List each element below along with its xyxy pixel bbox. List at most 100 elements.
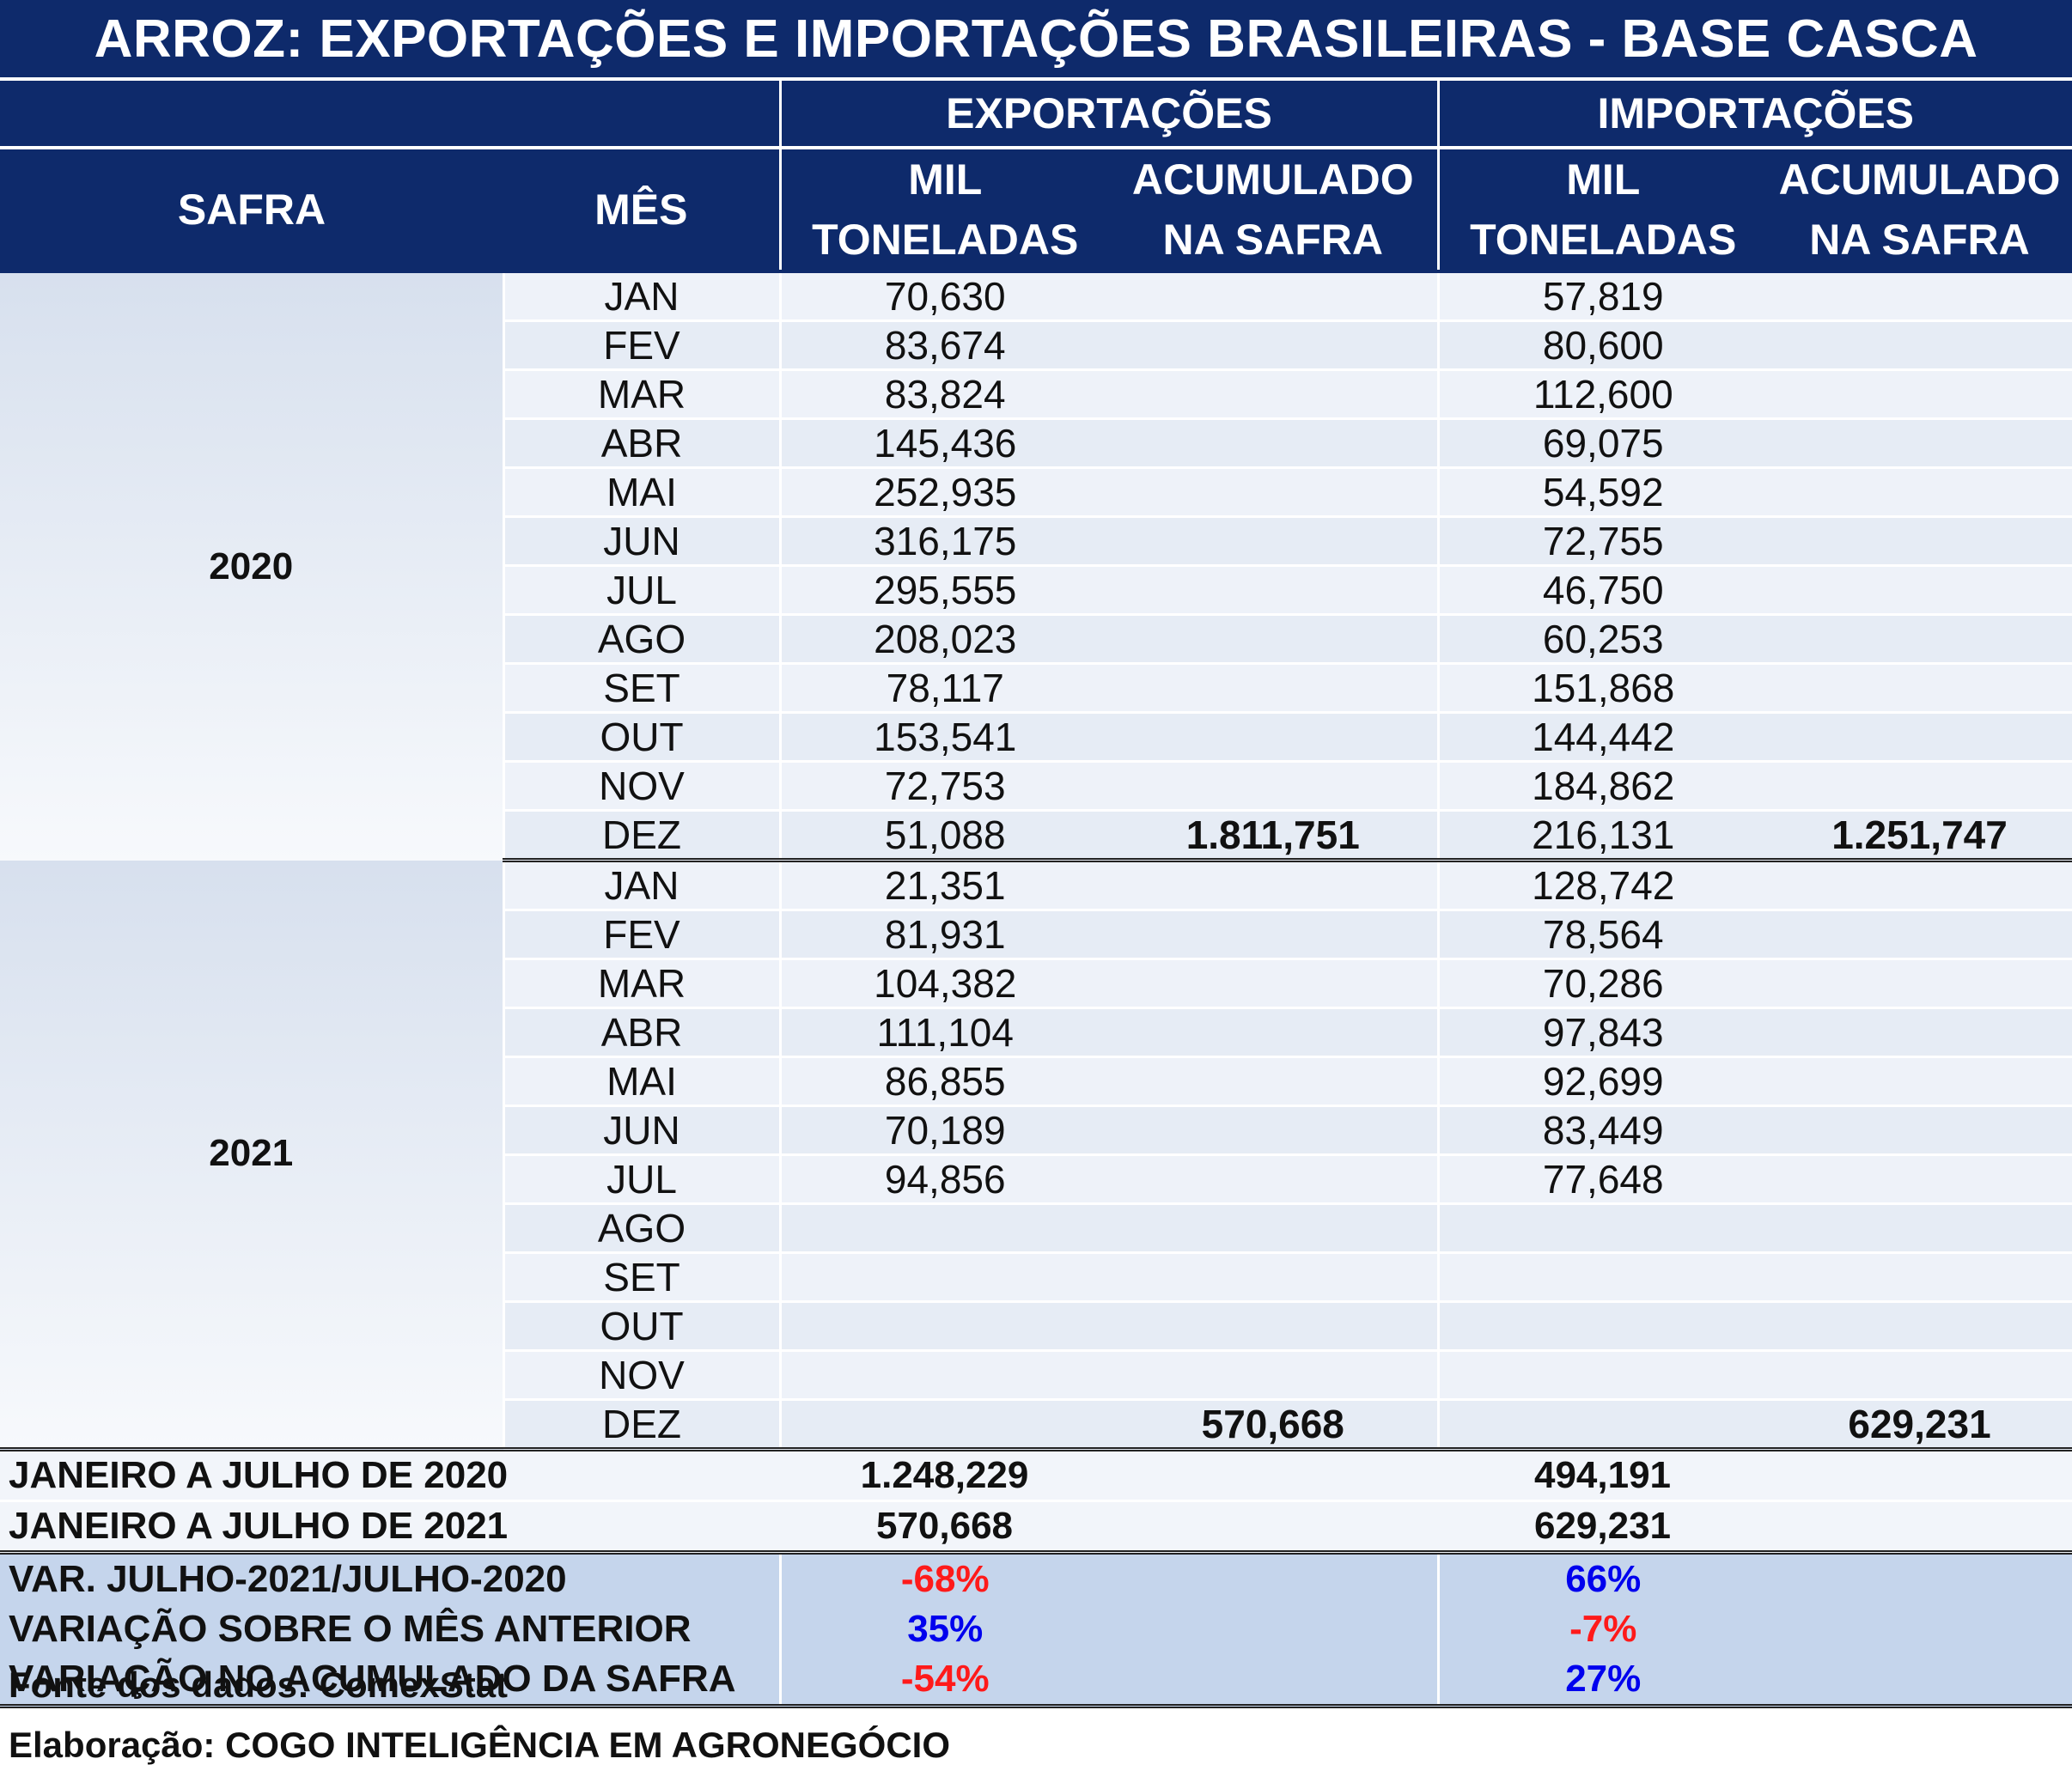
month-cell: JAN <box>503 860 782 911</box>
import-value <box>1436 1350 1767 1401</box>
variation-import-blank <box>1767 1552 2072 1604</box>
export-accumulated-empty <box>1109 516 1438 567</box>
import-accumulated-empty <box>1767 910 2072 960</box>
export-value: 81,931 <box>778 910 1109 960</box>
import-accumulated-empty <box>1767 1203 2072 1254</box>
month-cell: MAI <box>503 467 782 518</box>
export-value <box>778 1350 1109 1401</box>
table-row: OUT 153,541 144,442 <box>0 712 2072 763</box>
footer-elaboration: Elaboração: COGO INTELIGÊNCIA EM AGRONEG… <box>9 1725 950 1765</box>
import-value: 92,699 <box>1436 1056 1767 1107</box>
total-label: JANEIRO A JULHO DE 2020 <box>0 1447 780 1502</box>
month-cell: NOV <box>503 1350 782 1401</box>
import-accumulated-empty <box>1767 761 2072 812</box>
month-cell: MAR <box>503 369 782 420</box>
import-value: 151,868 <box>1436 663 1767 714</box>
month-cell: JUN <box>503 1105 782 1156</box>
header-exp-mil-toneladas: MIL TONELADAS <box>778 148 1109 273</box>
table-row: MAI 86,855 92,699 <box>0 1056 2072 1107</box>
variation-export: 35% <box>780 1604 1109 1654</box>
variation-import: 27% <box>1436 1654 1767 1708</box>
export-accumulated-empty <box>1109 1350 1438 1401</box>
rice-trade-table: ARROZ: EXPORTAÇÕES E IMPORTAÇÕES BRASILE… <box>0 0 2072 1708</box>
export-value: 83,674 <box>778 320 1109 371</box>
export-value: 252,935 <box>778 467 1109 518</box>
page-title: ARROZ: EXPORTAÇÕES E IMPORTAÇÕES BRASILE… <box>0 0 2072 81</box>
variation-label: VARIAÇÃO NO ACUMULADO DA SAFRA <box>0 1654 782 1708</box>
import-accumulated-empty <box>1767 320 2072 371</box>
table-row: AGO 208,023 60,253 <box>0 614 2072 665</box>
export-accumulated-empty <box>1109 614 1438 665</box>
header-importacoes: IMPORTAÇÕES <box>1436 79 2072 149</box>
import-accumulated-empty <box>1767 614 2072 665</box>
import-value <box>1436 1399 1767 1451</box>
import-value: 78,564 <box>1436 910 1767 960</box>
export-accumulated: 570,668 <box>1109 1399 1438 1451</box>
import-accumulated-empty <box>1767 860 2072 911</box>
month-cell: MAI <box>503 1056 782 1107</box>
import-accumulated-empty <box>1767 1154 2072 1205</box>
export-accumulated-empty <box>1109 565 1438 616</box>
total-export: 570,668 <box>780 1500 1109 1555</box>
header-mes: MÊS <box>503 148 780 273</box>
import-accumulated-empty <box>1767 516 2072 567</box>
month-cell: FEV <box>503 910 782 960</box>
import-value: 128,742 <box>1436 860 1767 911</box>
import-accumulated-empty <box>1767 663 2072 714</box>
month-cell: DEZ <box>503 810 782 862</box>
table-row: DEZ 51,088 1.811,751 216,131 1.251,747 <box>0 810 2072 862</box>
export-value: 208,023 <box>778 614 1109 665</box>
table-row: 2021 JAN 21,351 128,742 <box>0 860 2072 1450</box>
import-accumulated-empty <box>1767 1105 2072 1156</box>
export-accumulated-empty <box>1109 320 1438 371</box>
table-row: OUT <box>0 1301 2072 1352</box>
variation-import-blank <box>1767 1654 2072 1708</box>
export-value: 316,175 <box>778 516 1109 567</box>
table-row: JUL 295,555 46,750 <box>0 565 2072 616</box>
month-cell: OUT <box>503 1301 782 1352</box>
import-accumulated-empty <box>1767 1007 2072 1058</box>
import-value <box>1436 1301 1767 1352</box>
variation-import: -7% <box>1436 1604 1767 1654</box>
import-accumulated-empty <box>1767 1056 2072 1107</box>
variation-import-blank <box>1767 1604 2072 1654</box>
table-row: JUL 94,856 77,648 <box>0 1154 2072 1205</box>
export-accumulated-empty <box>1109 1056 1438 1107</box>
month-cell: JUN <box>503 516 782 567</box>
table-row: DEZ 570,668 629,231 <box>0 1399 2072 1451</box>
header-blank <box>0 79 780 149</box>
import-value <box>1436 1252 1767 1303</box>
header-line: NA SAFRA <box>1162 216 1383 264</box>
import-value: 54,592 <box>1436 467 1767 518</box>
import-accumulated: 1.251,747 <box>1767 810 2072 862</box>
export-accumulated-empty <box>1109 369 1438 420</box>
table-row: ABR 111,104 97,843 <box>0 1007 2072 1058</box>
variation-export-blank <box>1109 1654 1438 1708</box>
month-cell: AGO <box>503 614 782 665</box>
export-accumulated-empty <box>1109 1252 1438 1303</box>
import-accumulated-empty <box>1767 467 2072 518</box>
export-value: 72,753 <box>778 761 1109 812</box>
month-cell: SET <box>503 1252 782 1303</box>
variation-import: 66% <box>1436 1552 1767 1604</box>
table-row: MAR 83,824 112,600 <box>0 369 2072 420</box>
export-accumulated-empty <box>1109 271 1438 322</box>
total-export-blank <box>1109 1500 1438 1555</box>
month-cell: MAR <box>503 958 782 1009</box>
export-accumulated-empty <box>1109 1007 1438 1058</box>
header-line: ACUMULADO <box>1131 155 1414 204</box>
table-row: NOV 72,753 184,862 <box>0 761 2072 812</box>
export-value: 51,088 <box>778 810 1109 862</box>
month-cell: ABR <box>503 418 782 469</box>
import-accumulated-empty <box>1767 565 2072 616</box>
export-value: 70,630 <box>778 271 1109 322</box>
variation-export-blank <box>1109 1552 1438 1604</box>
table-row: MAR 104,382 70,286 <box>0 958 2072 1009</box>
export-value <box>778 1399 1109 1451</box>
import-accumulated-empty <box>1767 1252 2072 1303</box>
total-export: 1.248,229 <box>780 1447 1109 1502</box>
export-accumulated: 1.811,751 <box>1109 810 1438 862</box>
table-row: AGO <box>0 1203 2072 1254</box>
month-cell: JUL <box>503 565 782 616</box>
import-value: 97,843 <box>1436 1007 1767 1058</box>
